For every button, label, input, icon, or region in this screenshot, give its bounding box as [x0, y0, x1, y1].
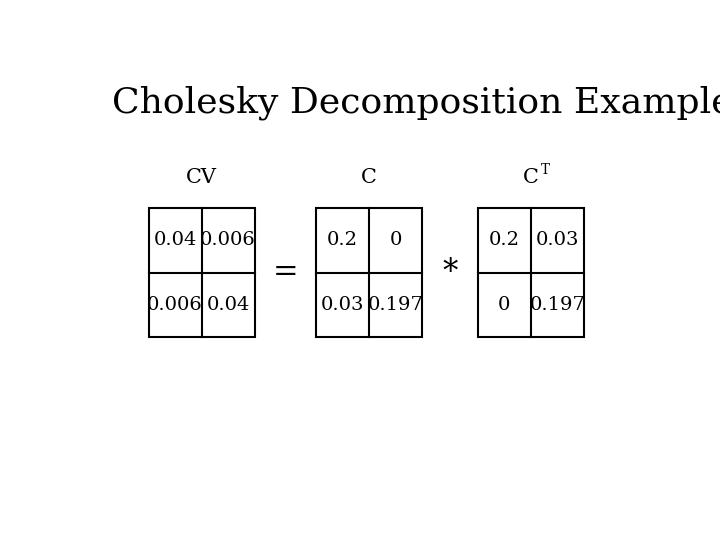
Bar	[478, 208, 584, 337]
Text: 0.2: 0.2	[327, 232, 358, 249]
Text: 0.03: 0.03	[536, 232, 579, 249]
Bar	[148, 208, 255, 337]
Text: 0.006: 0.006	[147, 296, 203, 314]
Bar	[316, 208, 422, 337]
Text: C: C	[523, 168, 539, 187]
Text: =: =	[272, 257, 298, 288]
Text: 0: 0	[498, 296, 510, 314]
Text: 0.04: 0.04	[207, 296, 250, 314]
Text: T: T	[541, 163, 550, 177]
Text: 0.006: 0.006	[200, 232, 256, 249]
Text: C: C	[361, 168, 377, 187]
Text: CV: CV	[186, 168, 217, 187]
Text: 0: 0	[390, 232, 402, 249]
Text: 0.03: 0.03	[320, 296, 364, 314]
Text: 0.197: 0.197	[529, 296, 585, 314]
Text: 0.2: 0.2	[489, 232, 520, 249]
Text: *: *	[442, 257, 458, 288]
Text: 0.04: 0.04	[153, 232, 197, 249]
Text: Cholesky Decomposition Example: Cholesky Decomposition Example	[112, 85, 720, 120]
Text: 0.197: 0.197	[368, 296, 423, 314]
